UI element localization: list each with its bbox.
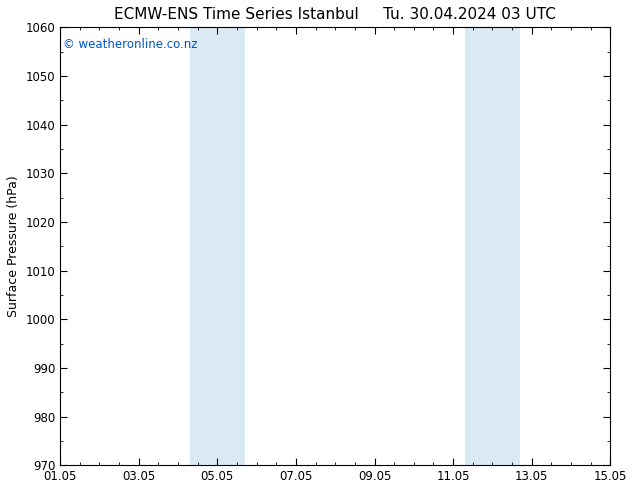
Text: © weatheronline.co.nz: © weatheronline.co.nz (63, 38, 197, 51)
Title: ECMW-ENS Time Series Istanbul     Tu. 30.04.2024 03 UTC: ECMW-ENS Time Series Istanbul Tu. 30.04.… (114, 7, 556, 22)
Bar (465, 27, 520, 465)
Y-axis label: Surface Pressure (hPa): Surface Pressure (hPa) (7, 175, 20, 317)
Bar (190, 27, 245, 465)
